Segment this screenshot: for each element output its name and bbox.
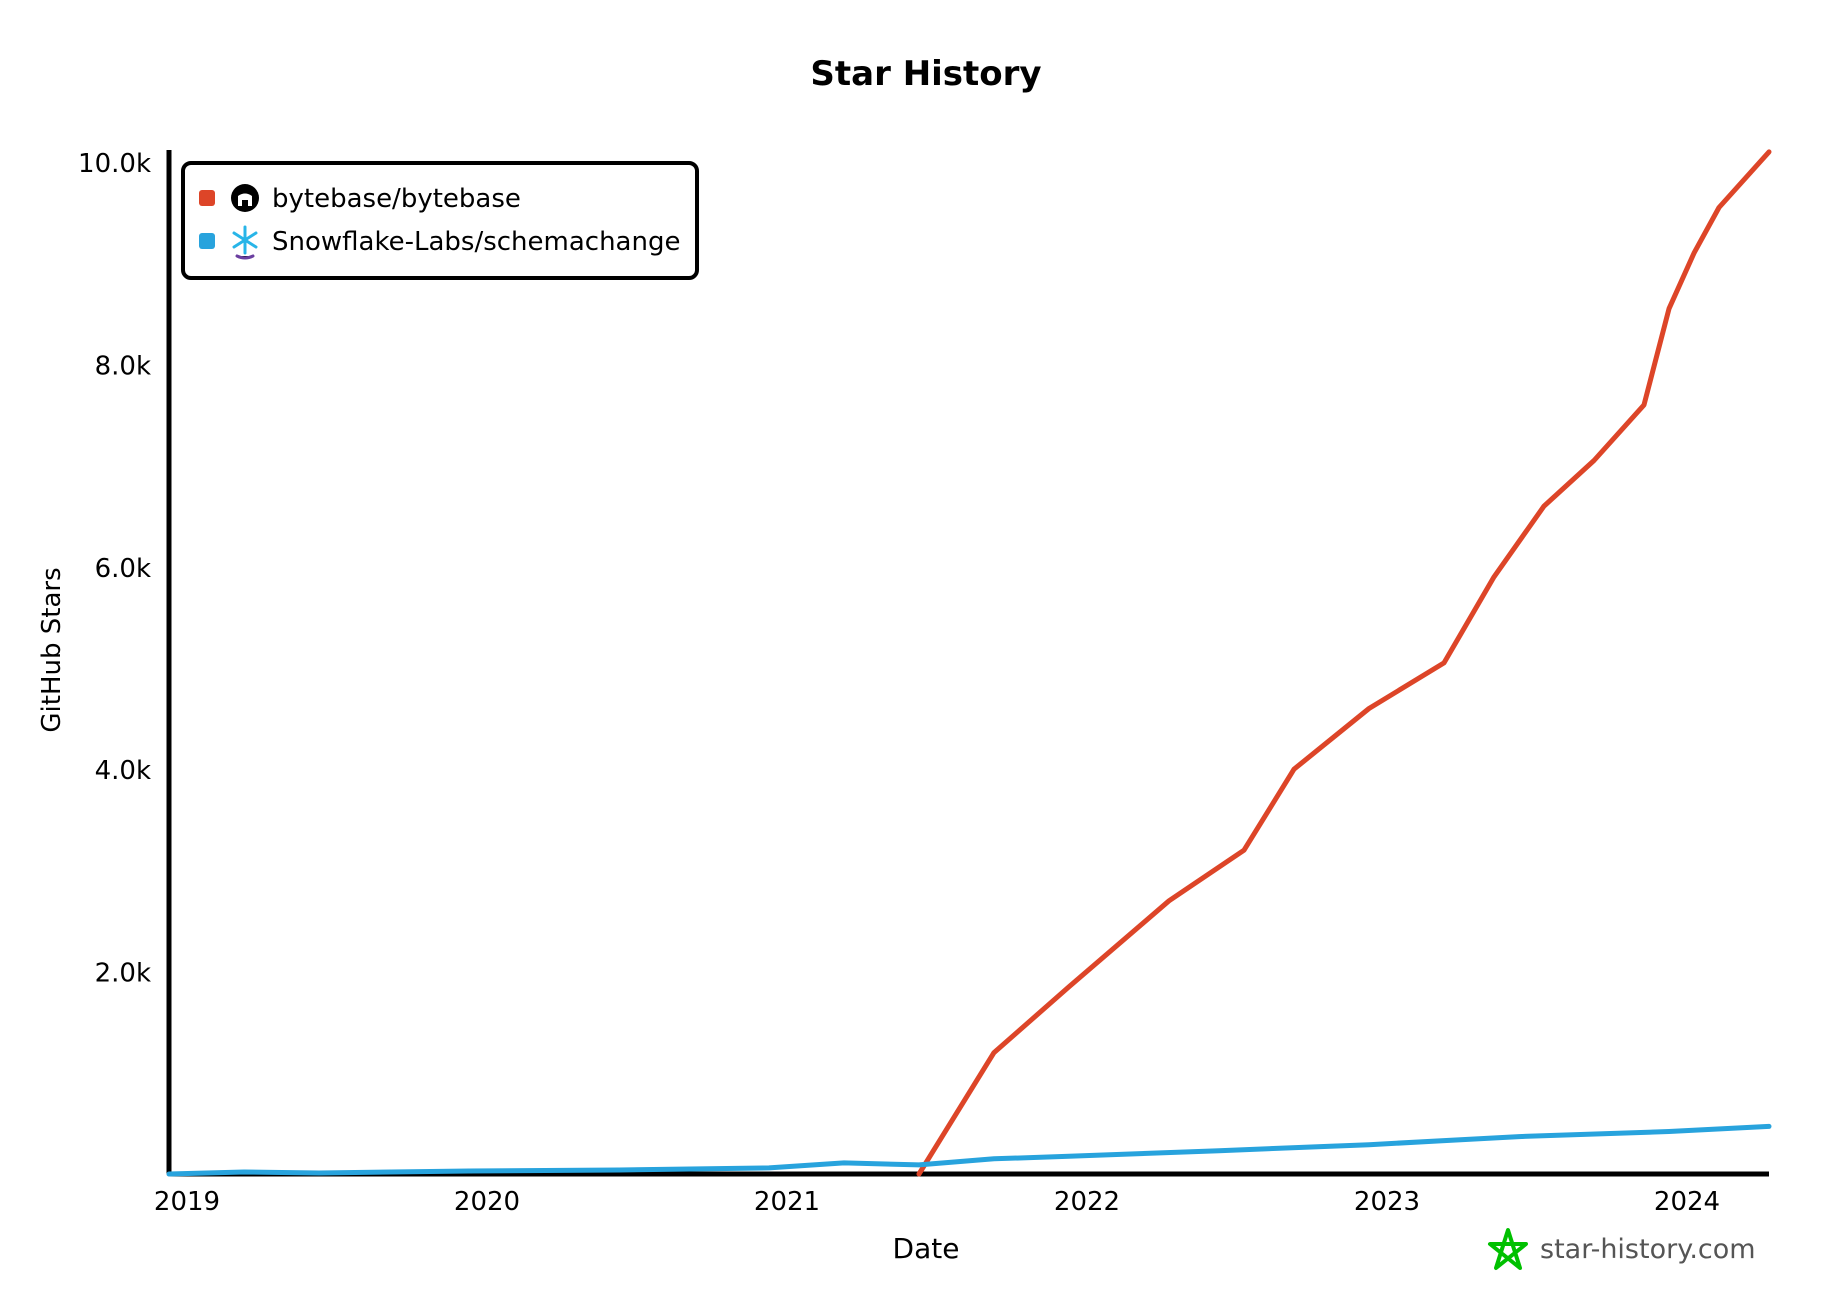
legend-swatch-schemachange <box>199 233 215 249</box>
watermark[interactable]: star-history.com <box>1488 1228 1756 1270</box>
x-tick-label: 2021 <box>754 1187 820 1217</box>
snowflake-icon <box>232 225 258 260</box>
x-tick-label: 2020 <box>454 1187 520 1217</box>
chart-title: Star History <box>810 54 1041 94</box>
axes: 2.0k 4.0k 6.0k 8.0k 10.0k 2019 2020 2021 2022 202… <box>78 149 1769 1217</box>
x-tick-label: 2022 <box>1054 1187 1120 1217</box>
y-tick-label: 4.0k <box>95 756 151 786</box>
x-tick-label: 2019 <box>154 1187 220 1217</box>
y-tick-label: 2.0k <box>95 959 151 989</box>
legend-label-schemachange: Snowflake-Labs/schemachange <box>272 227 680 257</box>
x-tick-label: 2024 <box>1654 1187 1720 1217</box>
github-icon <box>231 184 259 212</box>
legend-box <box>181 161 699 280</box>
legend-label-bytebase: bytebase/bytebase <box>272 184 521 214</box>
star-history-logo-icon <box>1488 1228 1528 1270</box>
legend: bytebase/bytebase Snowflake-Labs/schemac… <box>181 161 699 280</box>
x-axis-label: Date <box>893 1232 960 1265</box>
y-axis-label: GitHub Stars <box>37 567 67 732</box>
y-tick-label: 8.0k <box>95 351 151 381</box>
watermark-text: star-history.com <box>1540 1234 1756 1265</box>
x-tick-label: 2023 <box>1354 1187 1420 1217</box>
series-lines <box>166 149 1772 1177</box>
series-line-0 <box>916 149 1772 1177</box>
y-tick-label: 10.0k <box>78 149 151 179</box>
legend-swatch-bytebase <box>199 190 215 206</box>
series-line-1 <box>166 1123 1772 1177</box>
y-tick-label: 6.0k <box>95 554 151 584</box>
